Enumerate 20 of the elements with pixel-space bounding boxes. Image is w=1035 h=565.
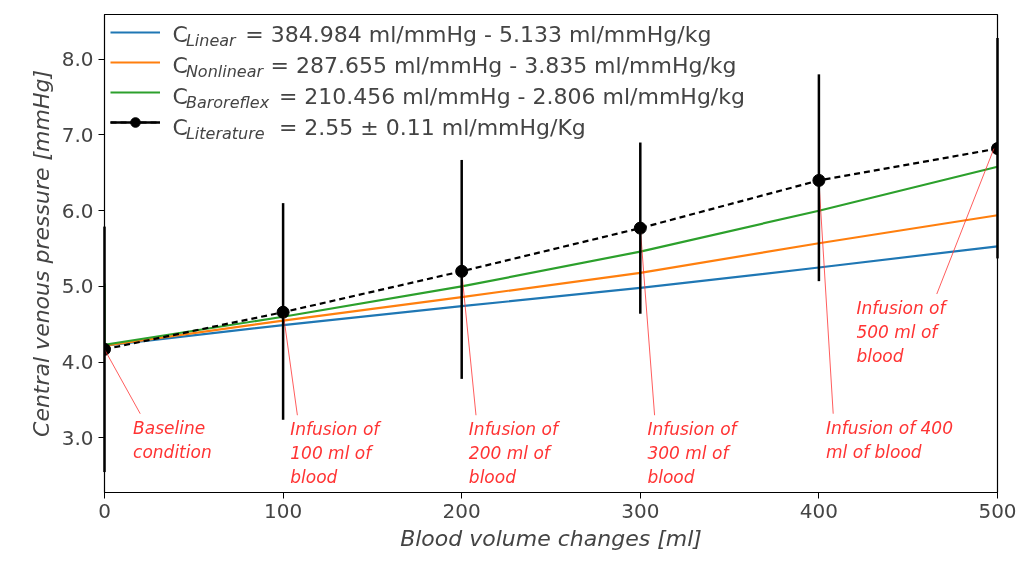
x-tick-label: 0: [98, 498, 111, 523]
annotation: Infusion of 400 ml of blood: [826, 417, 953, 462]
x-axis-title: Blood volume changes [ml]: [400, 525, 702, 551]
x-tick-label: 400: [799, 498, 838, 523]
y-tick-label: 4.0: [61, 350, 94, 375]
annotation: Infusion of 500 ml of blood: [856, 297, 949, 366]
annotation: Infusion of 100 ml of blood: [290, 419, 383, 488]
y-tick-label: 8.0: [61, 47, 94, 72]
annotation: Infusion of 300 ml of blood: [647, 419, 740, 488]
annotation: Baseline condition: [133, 417, 212, 462]
y-tick-label: 5.0: [61, 274, 94, 299]
y-tick-label: 3.0: [61, 425, 94, 450]
y-tick-label: 6.0: [61, 198, 94, 223]
x-tick-label: 100: [264, 498, 303, 523]
y-axis-title: Central venous pressure [mmHg]: [28, 70, 54, 437]
x-tick-label: 300: [621, 498, 660, 523]
x-tick-label: 200: [442, 498, 481, 523]
annotation: Infusion of 200 ml of blood: [468, 419, 561, 488]
x-tick-label: 500: [978, 498, 1017, 523]
y-tick-label: 7.0: [61, 122, 94, 147]
